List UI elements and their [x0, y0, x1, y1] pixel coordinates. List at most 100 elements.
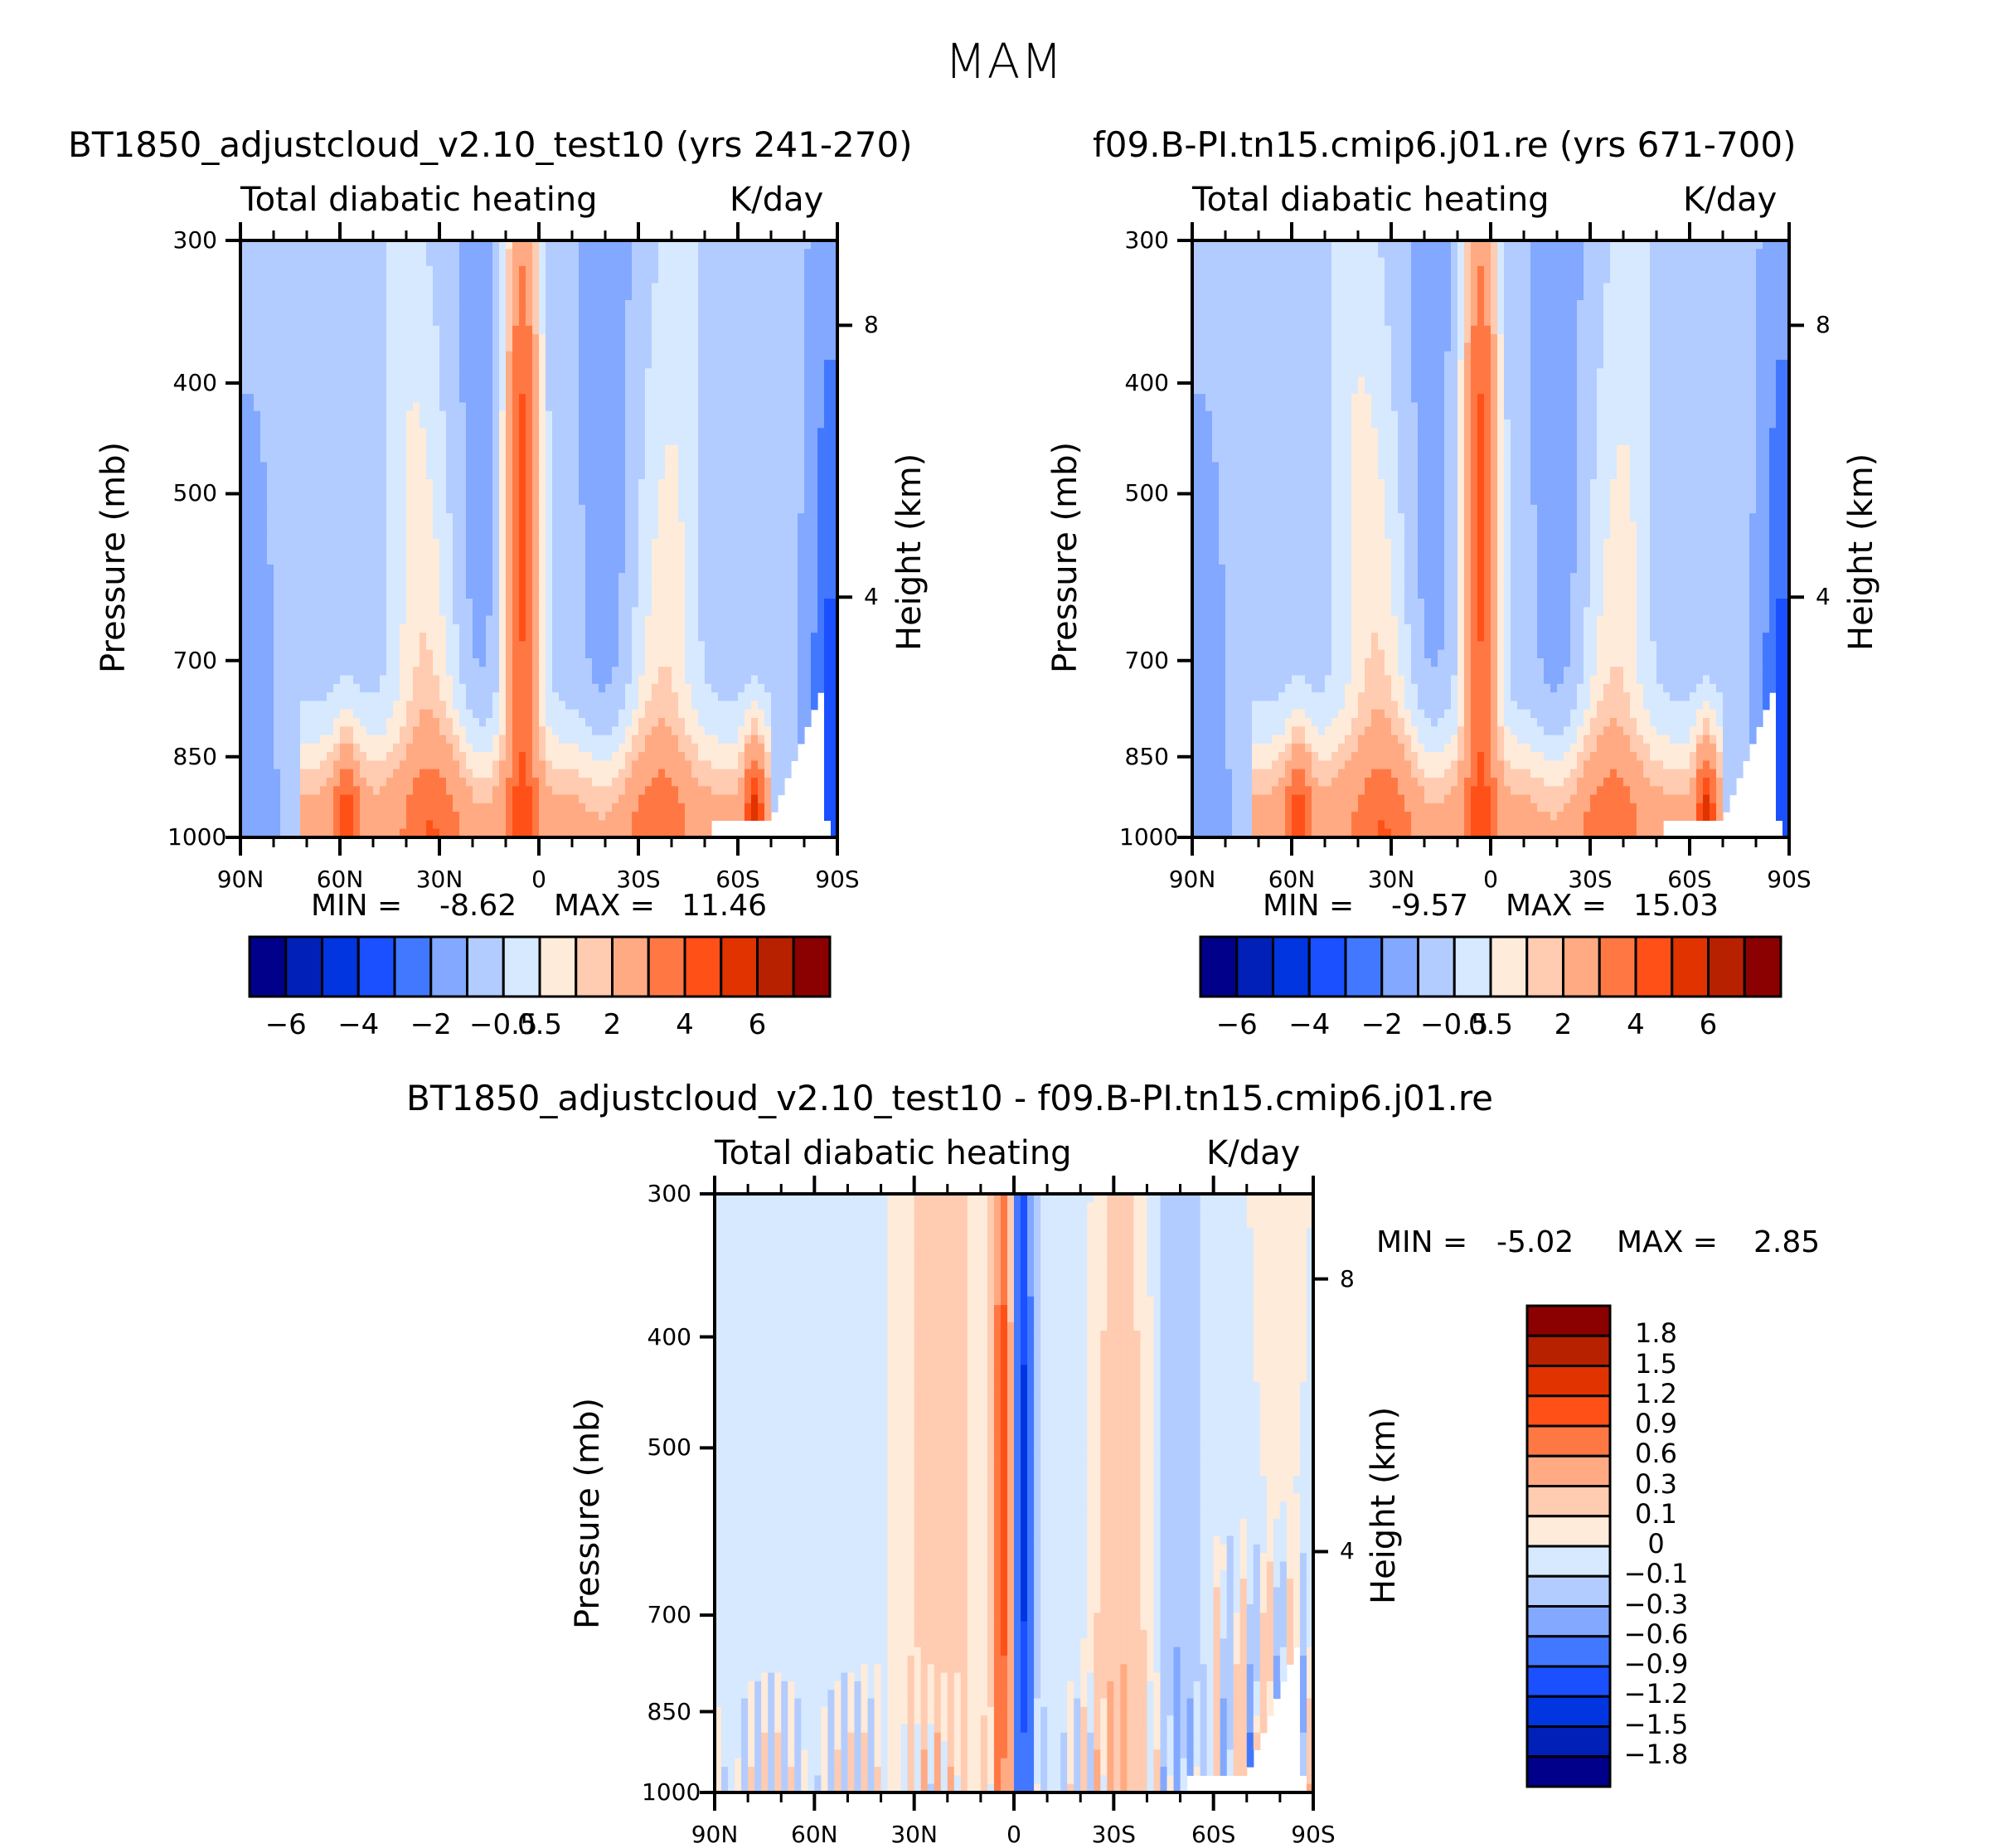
contour-cell — [824, 428, 832, 438]
contour-cell — [778, 504, 785, 514]
contour-cell — [725, 283, 732, 293]
contour-cell — [618, 547, 626, 557]
contour-cell — [313, 368, 321, 378]
contour-cell — [340, 470, 347, 480]
contour-cell — [333, 274, 341, 284]
contour-cell — [240, 599, 248, 608]
contour-cell — [784, 667, 792, 677]
contour-cell — [731, 675, 739, 685]
contour-cell — [492, 573, 500, 583]
contour-cell — [546, 539, 553, 548]
contour-cell — [293, 444, 301, 454]
contour-cell — [506, 547, 513, 557]
contour-cell — [778, 249, 785, 259]
contour-cell — [386, 420, 394, 429]
contour-cell — [552, 470, 560, 480]
contour-cell — [373, 462, 381, 472]
contour-cell — [360, 454, 367, 463]
contour-cell — [420, 692, 427, 702]
contour-cell — [287, 658, 294, 667]
contour-cell — [745, 436, 752, 446]
contour-cell — [599, 667, 606, 677]
contour-cell — [274, 334, 281, 344]
contour-cell — [486, 470, 493, 480]
contour-cell — [665, 581, 672, 591]
contour-cell — [718, 444, 725, 454]
contour-cell — [439, 470, 447, 480]
contour-cell — [665, 360, 672, 369]
contour-cell — [386, 667, 394, 677]
contour-cell — [751, 504, 759, 514]
contour-cell — [366, 317, 374, 327]
contour-cell — [466, 420, 473, 429]
contour-cell — [366, 454, 374, 463]
contour-cell — [738, 376, 745, 386]
contour-cell — [274, 615, 281, 625]
contour-cell — [698, 257, 706, 267]
contour-cell — [386, 641, 394, 651]
contour-cell — [393, 274, 400, 284]
contour-cell — [333, 709, 341, 719]
contour-cell — [420, 547, 427, 557]
contour-cell — [711, 470, 719, 480]
contour-cell — [446, 675, 453, 685]
contour-cell — [618, 521, 626, 531]
contour-cell — [804, 589, 812, 599]
contour-cell — [831, 342, 838, 352]
contour-cell — [817, 547, 825, 557]
contour-cell — [791, 623, 798, 633]
contour-cell — [685, 479, 692, 488]
contour-cell — [373, 402, 381, 412]
contour-cell — [592, 308, 599, 318]
contour-cell — [738, 599, 745, 608]
contour-cell — [240, 487, 248, 497]
contour-cell — [526, 351, 533, 361]
contour-cell — [711, 300, 719, 309]
contour-cell — [386, 581, 394, 591]
contour-cell — [413, 479, 420, 488]
contour-cell — [280, 504, 288, 514]
contour-cell — [433, 589, 440, 599]
contour-cell — [658, 385, 666, 395]
contour-cell — [778, 454, 785, 463]
contour-cell — [293, 615, 301, 625]
contour-cell — [798, 317, 805, 327]
contour-cell — [565, 513, 573, 523]
contour-cell — [572, 701, 580, 711]
contour-cell — [638, 334, 646, 344]
contour-cell — [446, 581, 453, 591]
contour-cell — [280, 513, 288, 523]
contour-cell — [267, 360, 274, 369]
contour-cell — [658, 530, 666, 540]
contour-cell — [267, 581, 274, 591]
contour-cell — [386, 623, 394, 633]
contour-cell — [625, 599, 633, 608]
contour-cell — [532, 496, 540, 506]
contour-cell — [353, 564, 361, 574]
contour-cell — [678, 308, 686, 318]
contour-cell — [293, 547, 301, 557]
contour-cell — [778, 589, 785, 599]
contour-cell — [705, 479, 712, 488]
contour-cell — [725, 530, 732, 540]
contour-cell — [632, 454, 639, 463]
contour-cell — [665, 308, 672, 318]
contour-cell — [466, 599, 473, 608]
contour-cell — [287, 709, 294, 719]
contour-cell — [725, 675, 732, 685]
contour-cell — [300, 599, 308, 608]
contour-cell — [366, 599, 374, 608]
contour-cell — [240, 513, 248, 523]
contour-cell — [672, 342, 679, 352]
contour-cell — [539, 308, 546, 318]
contour-cell — [605, 428, 613, 438]
contour-cell — [751, 649, 759, 659]
contour-cell — [420, 623, 427, 633]
contour-cell — [612, 641, 619, 651]
contour-cell — [811, 667, 818, 677]
contour-cell — [393, 667, 400, 677]
contour-cell — [751, 675, 759, 685]
contour-cell — [466, 436, 473, 446]
contour-cell — [506, 342, 513, 352]
contour-cell — [327, 274, 334, 284]
